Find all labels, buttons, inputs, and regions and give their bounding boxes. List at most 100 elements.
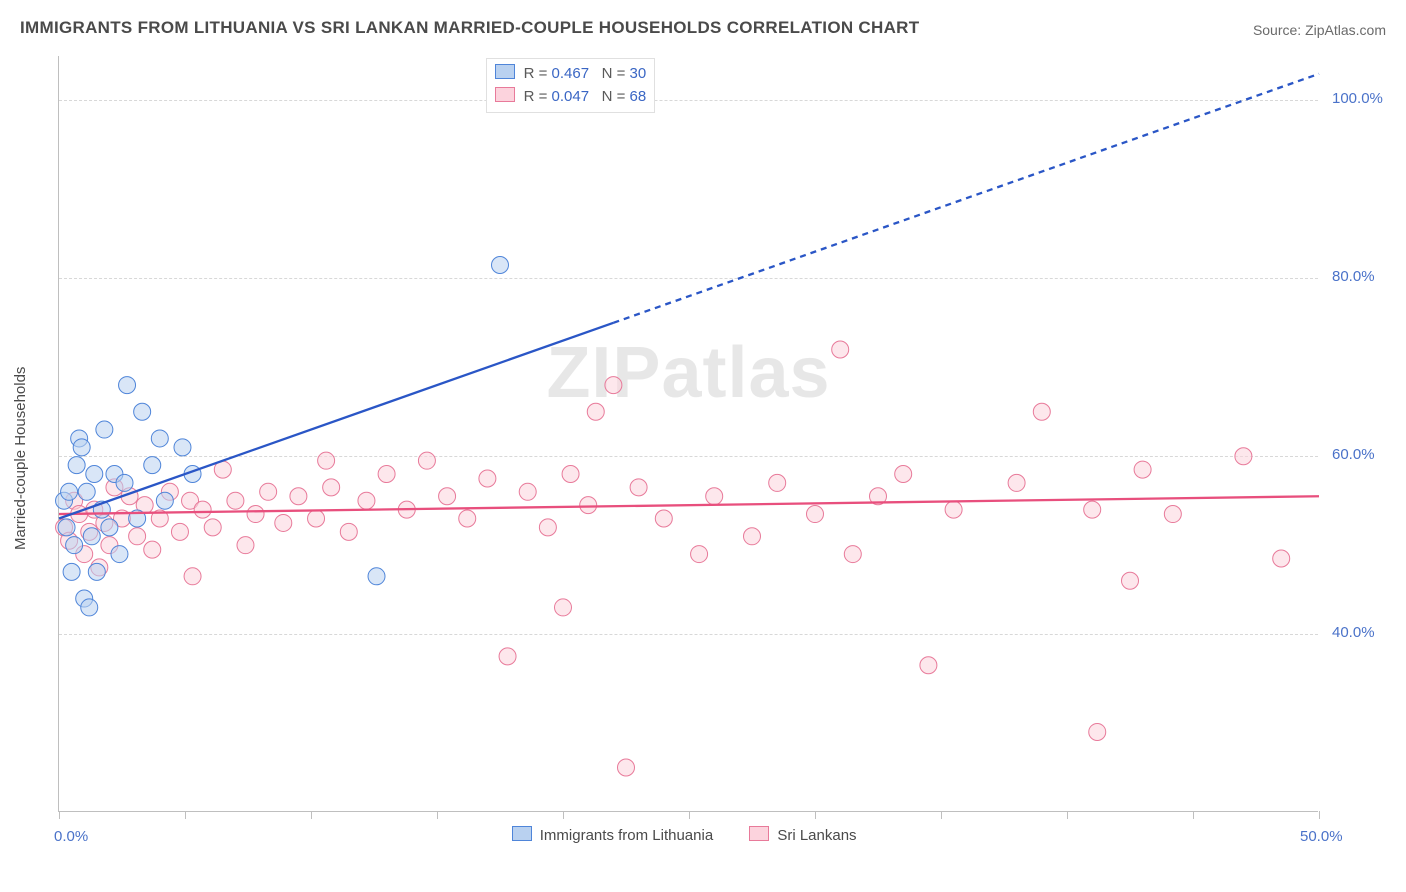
- data-point: [1089, 723, 1106, 740]
- data-point: [1164, 506, 1181, 523]
- data-point: [706, 488, 723, 505]
- data-point: [96, 421, 113, 438]
- data-point: [358, 492, 375, 509]
- legend-label: Sri Lankans: [773, 827, 856, 844]
- x-tick: [689, 811, 690, 819]
- data-point: [1134, 461, 1151, 478]
- data-point: [562, 466, 579, 483]
- correlation-legend: R = 0.467 N = 30 R = 0.047 N = 68: [486, 58, 655, 113]
- data-point: [618, 759, 635, 776]
- data-point: [807, 506, 824, 523]
- data-point: [920, 657, 937, 674]
- data-point: [895, 466, 912, 483]
- x-tick: [185, 811, 186, 819]
- data-point: [1273, 550, 1290, 567]
- data-point: [459, 510, 476, 527]
- x-tick: [563, 811, 564, 819]
- data-point: [587, 403, 604, 420]
- r-value: 0.047: [552, 88, 590, 105]
- data-point: [227, 492, 244, 509]
- data-point: [439, 488, 456, 505]
- x-tick: [1319, 811, 1320, 819]
- data-point: [171, 523, 188, 540]
- y-tick-label: 100.0%: [1332, 90, 1383, 107]
- data-point: [116, 474, 133, 491]
- x-tick: [941, 811, 942, 819]
- data-point: [1084, 501, 1101, 518]
- x-tick-label: 50.0%: [1300, 828, 1343, 845]
- data-point: [63, 563, 80, 580]
- legend-swatch-lithuania: [512, 826, 532, 841]
- data-point: [111, 546, 128, 563]
- x-tick: [1067, 811, 1068, 819]
- legend-item: Sri Lankans: [749, 826, 856, 844]
- n-label: N =: [602, 65, 626, 82]
- data-point: [204, 519, 221, 536]
- x-tick: [59, 811, 60, 819]
- data-point: [83, 528, 100, 545]
- scatter-svg: [59, 56, 1318, 811]
- data-point: [323, 479, 340, 496]
- r-value: 0.467: [552, 65, 590, 82]
- data-point: [184, 568, 201, 585]
- data-point: [88, 563, 105, 580]
- y-axis-label: Married-couple Households: [12, 367, 29, 550]
- legend-swatch-lithuania: [495, 64, 515, 79]
- x-tick: [311, 811, 312, 819]
- data-point: [73, 439, 90, 456]
- legend-swatch-srilankan: [749, 826, 769, 841]
- data-point: [832, 341, 849, 358]
- data-point: [1235, 448, 1252, 465]
- data-point: [119, 377, 136, 394]
- data-point: [174, 439, 191, 456]
- data-point: [691, 546, 708, 563]
- data-point: [318, 452, 335, 469]
- chart-container: Married-couple Households ZIPatlas R = 0…: [16, 50, 1390, 840]
- data-point: [630, 479, 647, 496]
- data-point: [492, 257, 509, 274]
- data-point: [539, 519, 556, 536]
- data-point: [144, 457, 161, 474]
- data-point: [101, 519, 118, 536]
- data-point: [605, 377, 622, 394]
- r-label: R =: [524, 65, 548, 82]
- y-tick-label: 40.0%: [1332, 624, 1375, 641]
- data-point: [81, 599, 98, 616]
- trend-line-dashed: [613, 74, 1319, 323]
- data-point: [418, 452, 435, 469]
- chart-title: IMMIGRANTS FROM LITHUANIA VS SRI LANKAN …: [20, 18, 919, 38]
- data-point: [1008, 474, 1025, 491]
- data-point: [151, 430, 168, 447]
- data-point: [275, 514, 292, 531]
- data-point: [479, 470, 496, 487]
- data-point: [368, 568, 385, 585]
- n-value: 68: [630, 88, 647, 105]
- data-point: [156, 492, 173, 509]
- data-point: [290, 488, 307, 505]
- data-point: [844, 546, 861, 563]
- trend-line: [59, 496, 1319, 514]
- data-point: [519, 483, 536, 500]
- data-point: [499, 648, 516, 665]
- x-tick: [1193, 811, 1194, 819]
- data-point: [66, 537, 83, 554]
- x-tick: [815, 811, 816, 819]
- data-point: [134, 403, 151, 420]
- data-point: [260, 483, 277, 500]
- data-point: [769, 474, 786, 491]
- data-point: [1033, 403, 1050, 420]
- data-point: [68, 457, 85, 474]
- data-point: [247, 506, 264, 523]
- legend-label: Immigrants from Lithuania: [536, 827, 714, 844]
- data-point: [945, 501, 962, 518]
- data-point: [378, 466, 395, 483]
- data-point: [78, 483, 95, 500]
- n-label: N =: [602, 88, 626, 105]
- data-point: [308, 510, 325, 527]
- x-tick: [437, 811, 438, 819]
- data-point: [340, 523, 357, 540]
- data-point: [555, 599, 572, 616]
- y-tick-label: 80.0%: [1332, 268, 1375, 285]
- data-point: [1122, 572, 1139, 589]
- x-tick-label: 0.0%: [54, 828, 88, 845]
